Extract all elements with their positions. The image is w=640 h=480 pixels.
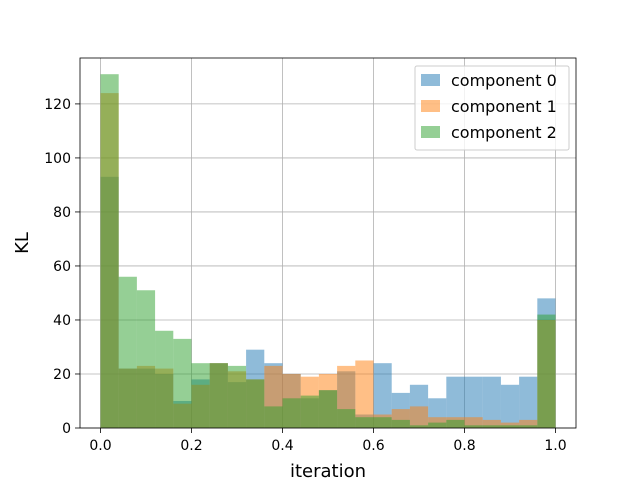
bar-component-2 xyxy=(155,330,174,428)
x-axis-label: iteration xyxy=(290,461,366,480)
bar-component-0 xyxy=(464,376,483,428)
legend-swatch-component-0 xyxy=(421,74,440,86)
bar-component-2 xyxy=(464,425,483,428)
bar-component-2 xyxy=(209,363,228,428)
x-tick-label: 0.2 xyxy=(180,438,202,454)
y-tick-label: 20 xyxy=(53,367,71,383)
y-tick-label: 80 xyxy=(53,205,71,221)
y-tick-label: 0 xyxy=(62,421,71,437)
bar-component-2 xyxy=(318,390,338,428)
bar-component-2 xyxy=(537,314,556,428)
bar-component-2 xyxy=(337,409,356,428)
bar-component-0 xyxy=(373,363,392,428)
y-axis-ticks: 0 20 40 60 80 100 120 xyxy=(44,97,80,437)
bar-component-2 xyxy=(264,406,283,428)
x-tick-label: 1.0 xyxy=(544,438,566,454)
bar-component-2 xyxy=(446,419,465,428)
bar-component-1 xyxy=(519,419,538,428)
bar-component-2 xyxy=(282,398,301,428)
legend-label-component-1: component 1 xyxy=(451,97,557,116)
bar-component-2 xyxy=(500,425,520,428)
bar-component-2 xyxy=(136,290,156,428)
legend: component 0 component 1 component 2 xyxy=(414,65,570,151)
bar-component-2 xyxy=(355,417,374,428)
x-tick-label: 0.0 xyxy=(89,438,111,454)
bar-component-2 xyxy=(227,365,247,428)
bar-component-2 xyxy=(373,417,392,428)
bar-component-2 xyxy=(482,425,501,428)
bar-component-0 xyxy=(500,384,520,428)
x-tick-label: 0.8 xyxy=(453,438,475,454)
plot-frame xyxy=(79,57,577,429)
x-tick-label: 0.6 xyxy=(362,438,384,454)
bar-component-2 xyxy=(391,419,410,428)
y-tick-label: 60 xyxy=(53,259,71,275)
bar-component-1 xyxy=(355,360,374,428)
legend-swatch-component-2 xyxy=(421,126,440,138)
bar-component-2 xyxy=(191,363,210,428)
bar-component-2 xyxy=(246,379,265,428)
bar-component-1 xyxy=(482,419,501,428)
legend-label-component-2: component 2 xyxy=(451,123,557,142)
bar-component-0 xyxy=(482,376,501,428)
bar-component-2 xyxy=(118,276,137,428)
bar-component-1 xyxy=(409,406,429,428)
y-tick-label: 40 xyxy=(53,313,71,329)
bar-component-2 xyxy=(300,395,319,428)
histogram-bars xyxy=(100,74,556,428)
bar-component-2 xyxy=(428,422,447,428)
y-tick-label: 120 xyxy=(44,97,71,113)
bar-component-2 xyxy=(409,425,429,428)
y-axis-label: KL xyxy=(12,232,33,254)
y-tick-label: 100 xyxy=(44,151,71,167)
bar-component-2 xyxy=(100,74,119,428)
x-tick-label: 0.4 xyxy=(271,438,293,454)
bar-component-2 xyxy=(173,338,192,428)
legend-label-component-0: component 0 xyxy=(451,71,557,90)
legend-box xyxy=(414,65,570,151)
x-axis-ticks: 0.0 0.2 0.4 0.6 0.8 1.0 xyxy=(89,428,567,454)
legend-swatch-component-1 xyxy=(421,100,440,112)
bar-component-2 xyxy=(519,425,538,428)
bar-component-1 xyxy=(464,417,483,428)
bar-component-0 xyxy=(446,376,465,428)
bar-component-0 xyxy=(519,376,538,428)
